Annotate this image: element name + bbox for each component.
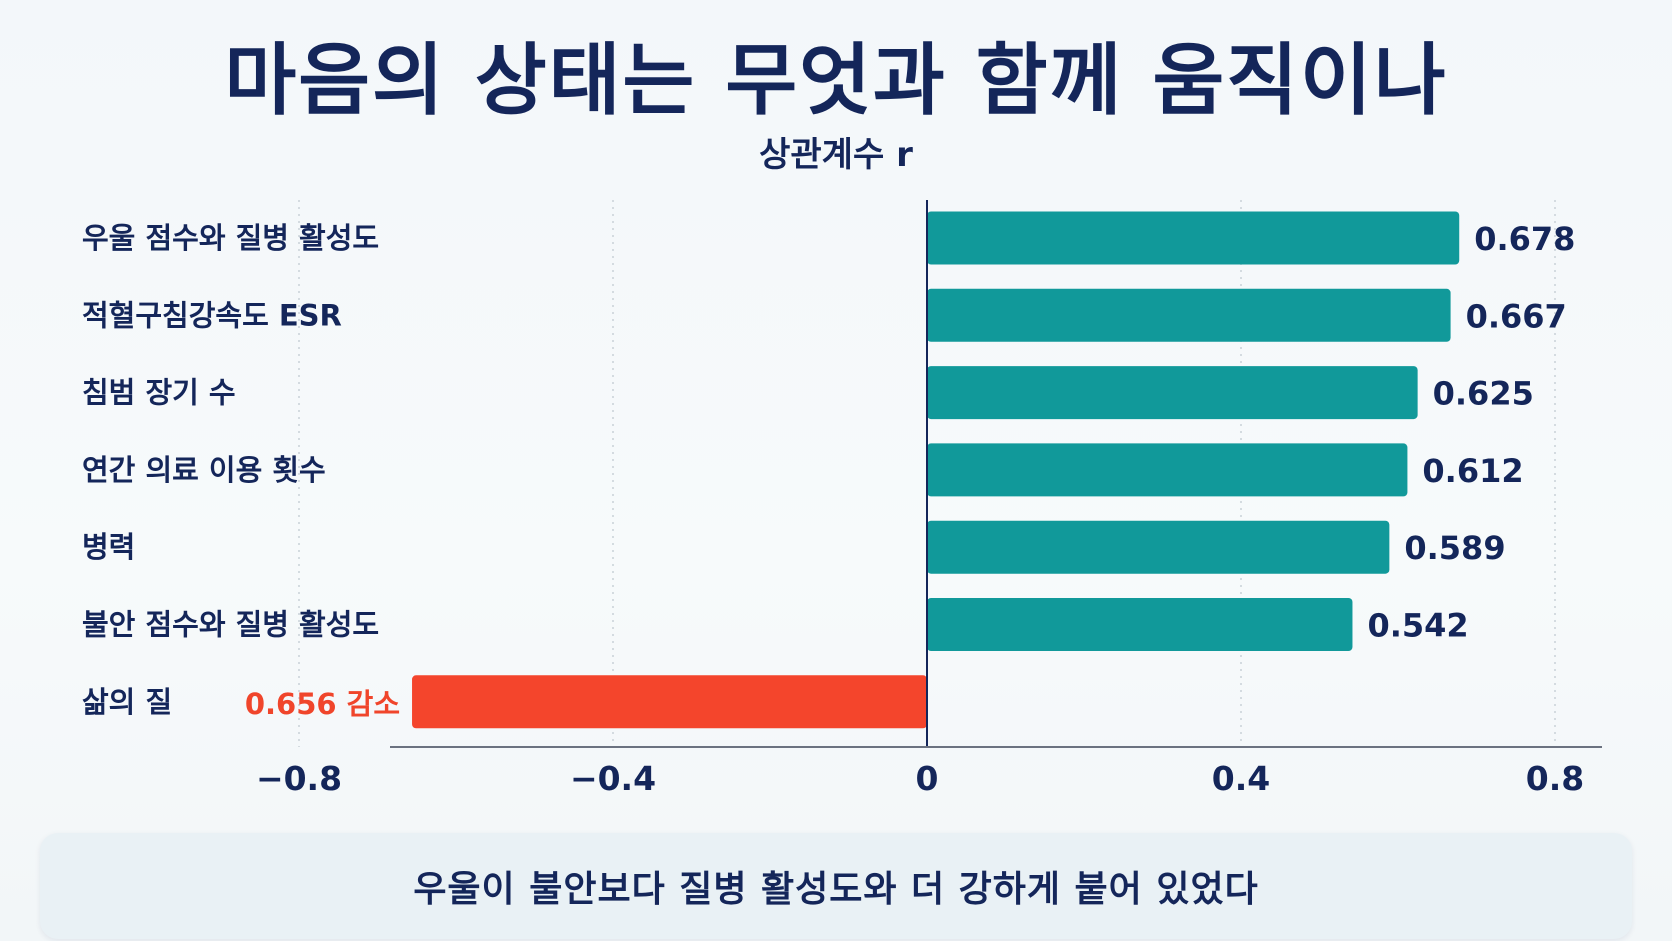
category-label: 연간 의료 이용 횟수 [82, 453, 326, 487]
data-label: 0.589 [1404, 529, 1505, 567]
bar [927, 211, 1460, 265]
bar [927, 288, 1451, 342]
category-label: 침범 장기 수 [82, 376, 236, 410]
category-label: 적혈구침강속도 ESR [82, 298, 342, 332]
bar [927, 366, 1418, 420]
data-label: 0.667 [1466, 297, 1567, 335]
x-tick-label: 0.4 [1212, 759, 1270, 798]
x-tick-label: 0.8 [1526, 759, 1584, 798]
bar [412, 675, 927, 729]
page-title: 마음의 상태는 무엇과 함께 움직이나 [224, 36, 1448, 126]
category-label: 삶의 질 [82, 685, 172, 719]
bar [927, 443, 1408, 497]
category-label: 불안 점수와 질병 활성도 [82, 608, 379, 642]
data-label: 0.656 감소 [245, 687, 400, 721]
bar [927, 520, 1390, 574]
chart-subtitle: 상관계수 r [759, 135, 913, 175]
category-label: 병력 [82, 530, 135, 564]
x-tick-label: −0.8 [256, 759, 342, 798]
category-label: 우울 점수와 질병 활성도 [82, 221, 379, 255]
data-label: 0.625 [1433, 375, 1534, 413]
bar [927, 598, 1353, 651]
correlation-bar-chart: 우울 점수와 질병 활성도 0.678 적혈구침강속도 ESR 0.667 침범 장기 … [82, 200, 1602, 798]
summary-callout: 우울이 불안보다 질병 활성도와 더 강하게 붙어 있었다 [40, 833, 1632, 939]
data-label: 0.612 [1422, 452, 1523, 490]
data-label: 0.542 [1367, 607, 1468, 645]
summary-callout-text: 우울이 불안보다 질병 활성도와 더 강하게 붙어 있었다 [413, 869, 1259, 910]
data-label: 0.678 [1474, 220, 1575, 258]
x-tick-label: 0 [916, 759, 939, 798]
x-tick-label: −0.4 [570, 759, 656, 798]
